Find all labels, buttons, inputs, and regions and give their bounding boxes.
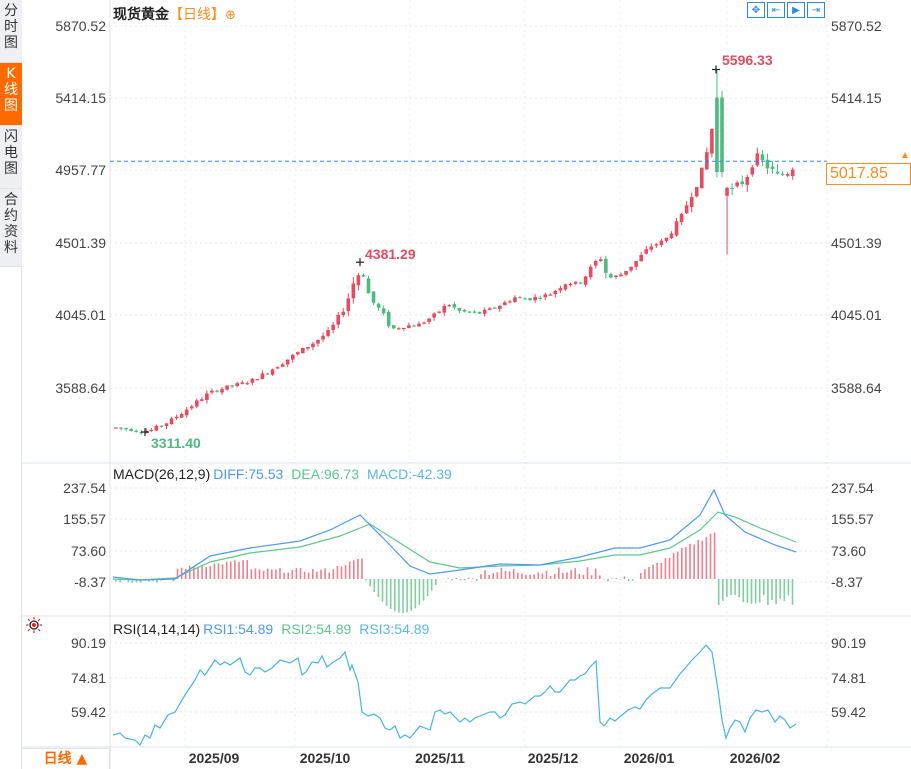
price-tick: 5414.15 — [831, 90, 882, 106]
price-up-arrow-icon: ▲ — [900, 150, 910, 161]
rsi-legend: RSI(14,14,14) RSI1:54.89 RSI2:54.89 RSI3:54… — [113, 621, 429, 637]
price-tick: 4045.01 — [55, 307, 106, 323]
play-button[interactable]: ▶ — [787, 2, 805, 18]
rsi-tick: 59.42 — [70, 704, 106, 720]
price-tick: 3588.64 — [831, 380, 882, 396]
price-tick: 4957.77 — [55, 162, 106, 178]
price-tick: 4501.39 — [831, 235, 882, 251]
tab-char: 约 — [4, 208, 18, 224]
x-tick: 2026/02 — [729, 750, 781, 766]
tab-contract-info[interactable]: 合约资料 — [0, 189, 22, 267]
tab-char: 料 — [4, 240, 18, 256]
price-tick: 4045.01 — [831, 307, 882, 323]
chart-toolbar: ✥ ⇤ ▶ ⇥ — [747, 2, 825, 18]
price-tick: 5870.52 — [55, 18, 106, 34]
price-tick: 4501.39 — [55, 235, 106, 251]
chart-title: 现货黄金【日线】⊕ — [113, 4, 236, 24]
tab-flash[interactable]: 闪电图 — [0, 126, 22, 189]
x-tick: 2025/12 — [527, 750, 579, 766]
goto-latest-button[interactable]: ⇥ — [807, 2, 825, 18]
macd-tick: 155.57 — [831, 511, 874, 527]
macd-tick: 155.57 — [63, 511, 106, 527]
tab-char: 合 — [4, 192, 18, 208]
low-price-label: 3311.40 — [151, 435, 201, 451]
period-label: 【日线】 — [169, 7, 225, 23]
tab-char: 图 — [4, 98, 18, 114]
macd-tick: 237.54 — [831, 480, 874, 496]
x-tick: 2026/01 — [623, 750, 675, 766]
tab-char: 图 — [4, 161, 18, 177]
rsi3-value: RSI3:54.89 — [359, 621, 430, 637]
rsi2-value: RSI2:54.89 — [281, 621, 352, 637]
price-tick: 3588.64 — [55, 380, 106, 396]
rsi-tick: 74.81 — [70, 670, 106, 686]
current-price-tag: 5017.85 — [826, 163, 911, 185]
macd-hist-value: MACD:-42.39 — [367, 466, 452, 482]
x-tick: 2025/11 — [415, 750, 465, 766]
price-tick: 5414.15 — [55, 90, 106, 106]
x-tick: 2025/10 — [299, 750, 351, 766]
rsi-tick: 74.81 — [831, 670, 867, 686]
rsi-tick: 90.19 — [831, 635, 867, 651]
macd-tick: -8.37 — [74, 574, 106, 590]
tab-char: 线 — [4, 82, 18, 98]
rsi1-value: RSI1:54.89 — [203, 621, 274, 637]
tab-char: 图 — [4, 35, 18, 51]
price-tick: 5870.52 — [831, 18, 882, 34]
macd-tick: 73.60 — [831, 543, 867, 559]
rsi-tick: 90.19 — [70, 635, 106, 651]
zoom-fit-button[interactable]: ⇤ — [767, 2, 785, 18]
high-price-label: 5596.33 — [722, 52, 773, 68]
tab-char: 时 — [4, 19, 18, 35]
rsi-settings-icon[interactable] — [26, 617, 42, 633]
tab-intraday[interactable]: 分时图 — [0, 0, 22, 63]
macd-diff-value: DIFF:75.53 — [213, 466, 284, 482]
add-indicator-icon[interactable]: ⊕ — [225, 8, 236, 23]
macd-title: MACD(26,12,9) — [113, 466, 211, 482]
crosshair-button[interactable]: ✥ — [747, 2, 765, 18]
tab-char: 闪 — [4, 129, 18, 145]
macd-tick: 73.60 — [70, 543, 106, 559]
tab-char: 资 — [4, 224, 18, 240]
tab-char: K — [6, 66, 16, 82]
macd-legend: MACD(26,12,9) DIFF:75.53 DEA:96.73 MACD:-42… — [113, 466, 452, 482]
macd-dea-value: DEA:96.73 — [291, 466, 360, 482]
instrument-name: 现货黄金 — [113, 7, 169, 23]
period-selector[interactable]: 日线 ▲ — [22, 748, 110, 769]
tab-char: 分 — [4, 3, 18, 19]
tab-char: 电 — [4, 145, 18, 161]
rsi-tick: 59.42 — [831, 704, 867, 720]
x-tick: 2025/09 — [188, 750, 240, 766]
rsi-title: RSI(14,14,14) — [113, 621, 201, 637]
macd-tick: 237.54 — [63, 480, 106, 496]
macd-tick: -8.37 — [831, 574, 863, 590]
local-high-label: 4381.29 — [365, 246, 416, 262]
